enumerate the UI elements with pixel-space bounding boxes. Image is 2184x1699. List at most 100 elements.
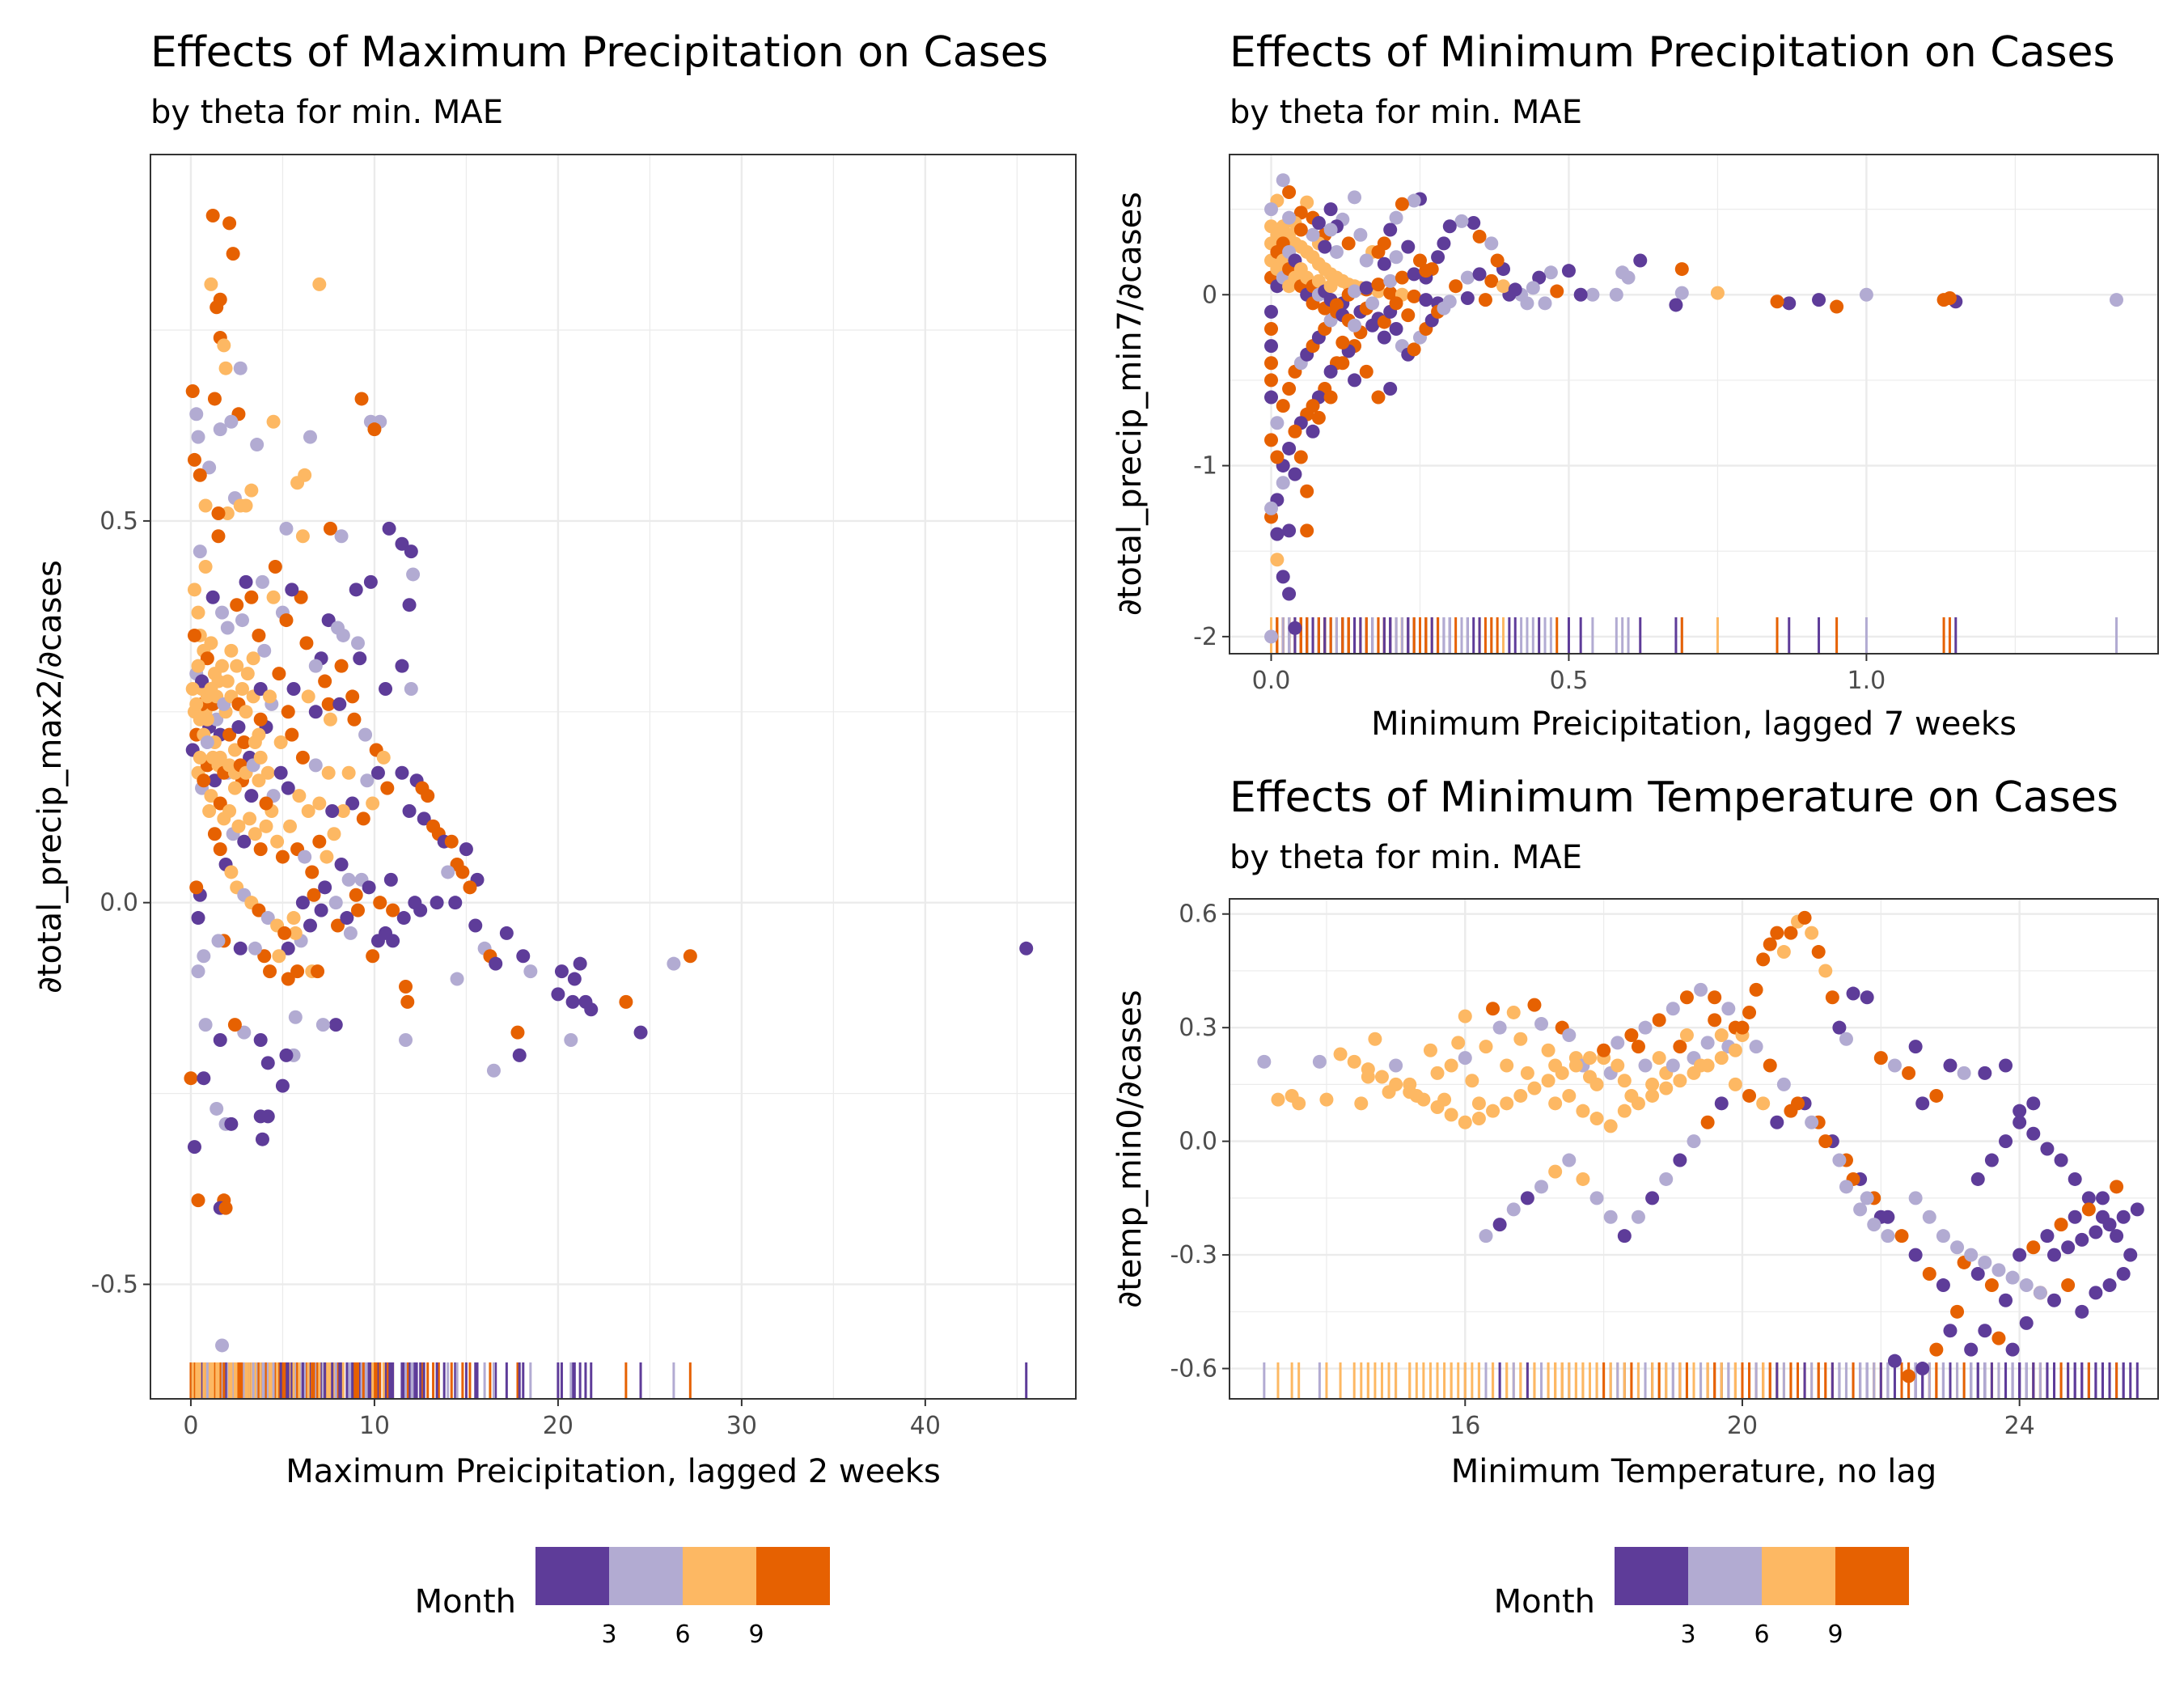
- data-point: [1978, 1255, 1992, 1269]
- data-point: [318, 674, 332, 688]
- data-point: [1561, 264, 1576, 278]
- data-point: [334, 529, 349, 544]
- data-point: [189, 407, 204, 422]
- data-point: [1282, 184, 1297, 199]
- data-point: [1442, 219, 1457, 234]
- legend-swatch-4: [1835, 1547, 1909, 1605]
- data-point: [281, 781, 295, 795]
- data-point: [349, 583, 363, 597]
- data-point: [1638, 1058, 1653, 1073]
- data-point: [1293, 205, 1308, 220]
- data-point: [303, 918, 317, 933]
- data-point: [1323, 364, 1338, 379]
- data-point: [1383, 273, 1398, 288]
- data-point: [1293, 450, 1308, 464]
- data-point: [321, 613, 336, 628]
- y-axis-label: ∂total_precip_min7/∂cases: [1111, 192, 1149, 616]
- data-point: [1264, 322, 1279, 337]
- data-point: [417, 811, 431, 826]
- data-point: [2019, 1316, 2034, 1330]
- y-axis-label: ∂temp_min0/∂cases: [1111, 989, 1149, 1307]
- data-point: [1887, 1058, 1902, 1073]
- data-point: [285, 583, 299, 597]
- x-axis-label: Minimum Temperature, no lag: [1451, 1453, 1936, 1490]
- data-point: [1348, 318, 1362, 333]
- data-point: [2061, 1278, 2076, 1293]
- data-point: [2046, 1293, 2061, 1307]
- data-point: [1500, 1096, 1514, 1111]
- data-point: [1492, 1218, 1507, 1232]
- data-point: [1839, 1180, 1853, 1194]
- data-point: [286, 681, 301, 696]
- data-point: [1617, 1229, 1632, 1244]
- data-point: [1359, 281, 1373, 295]
- data-point: [1999, 1293, 2013, 1307]
- data-point: [305, 865, 320, 879]
- data-point: [290, 476, 305, 490]
- data-point: [198, 1018, 213, 1032]
- x-ticks: 0 10 20 30 40: [183, 1399, 941, 1440]
- data-point: [1812, 293, 1826, 307]
- data-point: [268, 560, 282, 574]
- data-point: [1282, 381, 1297, 396]
- data-point: [1970, 1172, 1985, 1186]
- data-point: [235, 681, 249, 696]
- x-tick-label: 30: [726, 1412, 757, 1440]
- data-point: [383, 872, 398, 887]
- data-point: [260, 765, 275, 780]
- data-point: [332, 697, 347, 711]
- data-point: [341, 872, 356, 887]
- panel-subtitle: by theta for min. MAE: [1230, 839, 1582, 876]
- data-point: [345, 796, 360, 811]
- data-point: [1669, 298, 1683, 312]
- data-point: [1617, 1074, 1632, 1088]
- data-point: [191, 605, 205, 620]
- data-point: [320, 850, 334, 864]
- data-point: [1271, 1092, 1285, 1107]
- data-point: [1936, 1229, 1950, 1244]
- data-point: [450, 972, 464, 986]
- data-point: [573, 956, 587, 971]
- data-point: [185, 384, 200, 399]
- data-point: [2061, 1240, 2076, 1255]
- data-point: [266, 590, 281, 604]
- data-point: [1638, 1020, 1653, 1035]
- data-point: [350, 903, 365, 917]
- data-point: [347, 712, 362, 727]
- data-point: [244, 483, 259, 498]
- data-point: [1929, 1088, 1944, 1103]
- data-point: [1333, 1047, 1348, 1061]
- panel-title: Effects of Maximum Precipitation on Case…: [150, 28, 1048, 77]
- data-point: [187, 452, 201, 467]
- data-point: [1371, 390, 1386, 405]
- y-ticks: -0.6 -0.3 0.0 0.3 0.6: [1170, 900, 1230, 1383]
- data-point: [1451, 1036, 1466, 1050]
- y-axis-label: ∂total_precip_max2/∂cases: [32, 560, 69, 994]
- data-point: [1597, 1043, 1611, 1057]
- data-point: [244, 590, 259, 604]
- data-point: [288, 1010, 303, 1024]
- data-point: [252, 903, 266, 917]
- data-point: [1465, 1074, 1479, 1088]
- points: [1264, 173, 2123, 644]
- data-point: [213, 796, 227, 811]
- data-point: [667, 956, 681, 971]
- data-point: [386, 903, 400, 917]
- data-point: [1603, 1210, 1618, 1224]
- data-point: [321, 697, 336, 711]
- data-point: [1460, 290, 1475, 305]
- data-point: [486, 1063, 501, 1078]
- data-point: [396, 911, 411, 926]
- data-point: [2005, 1270, 2020, 1285]
- data-point: [2109, 293, 2123, 307]
- data-point: [1541, 1043, 1555, 1057]
- data-point: [334, 659, 349, 673]
- data-point: [2081, 1202, 2096, 1217]
- data-point: [1395, 197, 1409, 211]
- data-point: [1311, 410, 1326, 425]
- data-point: [1694, 982, 1708, 997]
- data-point: [308, 758, 323, 773]
- panel-title: Effects of Minimum Precipitation on Case…: [1230, 28, 2115, 77]
- data-point: [226, 247, 240, 261]
- data-point: [211, 506, 226, 520]
